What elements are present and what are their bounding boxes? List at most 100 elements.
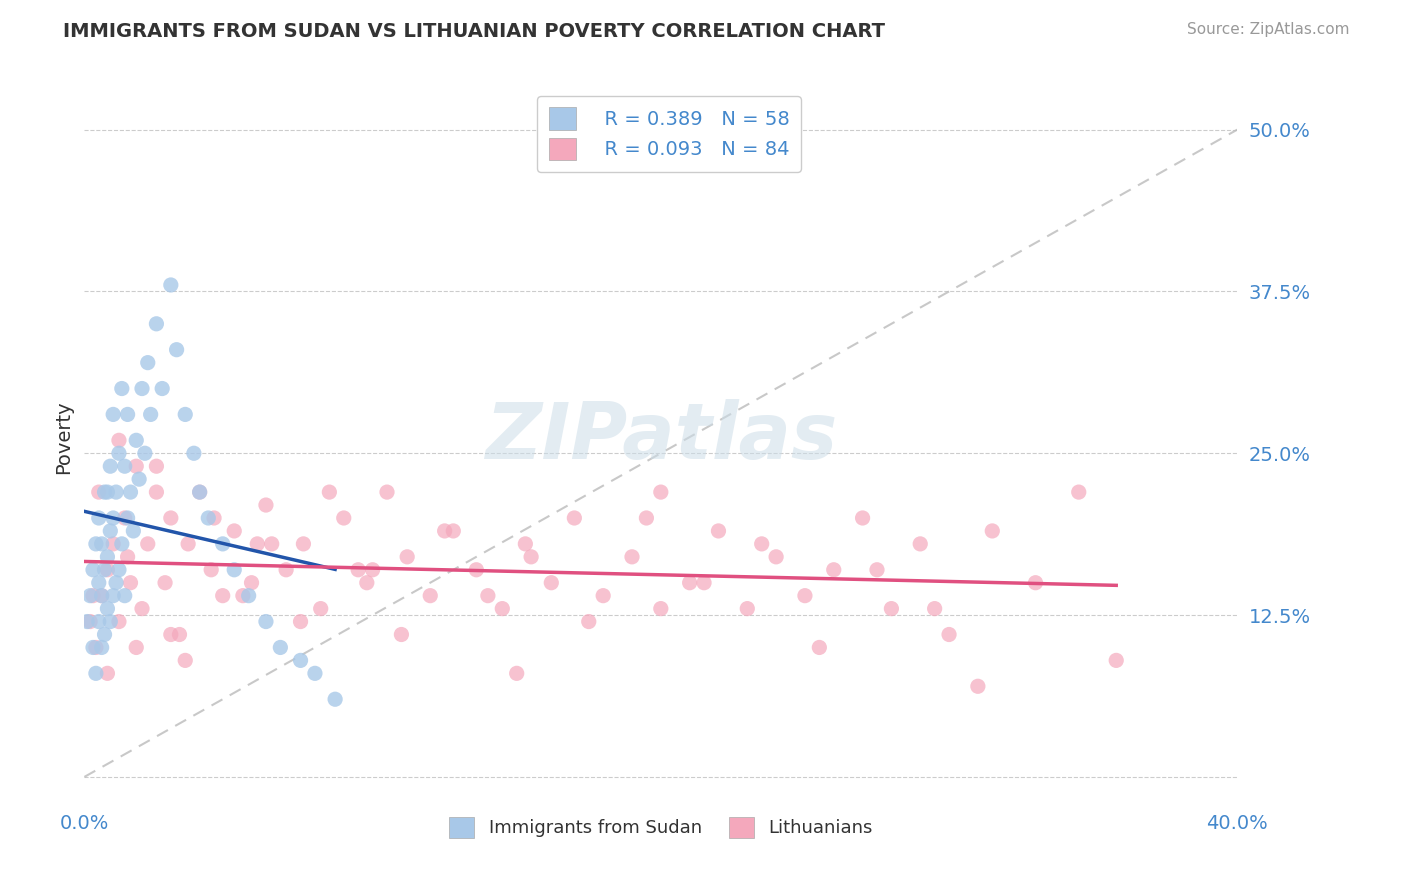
Point [679,575,702,590]
Point [276,563,298,577]
Point [246,537,269,551]
Point [98,459,121,474]
Point [87,615,110,629]
Point [105,575,128,590]
Legend: Immigrants from Sudan, Lithuanians: Immigrants from Sudan, Lithuanians [441,810,880,845]
Point [441,524,464,538]
Point [96,601,118,615]
Point [578,615,600,629]
Point [224,524,246,538]
Point [254,498,277,512]
Point [82,589,104,603]
Point [84,666,107,681]
Point [924,601,946,615]
Text: Source: ZipAtlas.com: Source: ZipAtlas.com [1187,22,1350,37]
Point [108,615,131,629]
Point [103,511,124,525]
Point [98,615,121,629]
Point [852,511,875,525]
Point [224,563,246,577]
Point [309,601,332,615]
Point [188,485,211,500]
Point [183,446,205,460]
Point [84,640,107,655]
Point [136,537,159,551]
Point [96,666,118,681]
Point [433,524,456,538]
Point [506,666,529,681]
Point [520,549,543,564]
Point [82,563,104,577]
Point [465,563,488,577]
Point [880,601,903,615]
Point [79,589,101,603]
Point [145,459,167,474]
Point [375,485,398,500]
Point [260,537,283,551]
Point [707,524,730,538]
Point [981,524,1004,538]
Point [136,356,159,370]
Point [120,575,142,590]
Point [938,627,960,641]
Point [98,524,121,538]
Point [169,627,191,641]
Point [128,472,150,486]
Point [515,537,537,551]
Point [419,589,441,603]
Point [174,408,197,422]
Point [1105,653,1128,667]
Point [96,563,118,577]
Point [477,589,499,603]
Point [174,653,197,667]
Point [967,679,990,693]
Point [111,382,134,396]
Point [145,485,167,500]
Point [391,627,413,641]
Point [202,511,225,525]
Point [117,549,139,564]
Point [636,511,658,525]
Point [122,524,145,538]
Point [96,549,118,564]
Point [564,511,586,525]
Point [1025,575,1047,590]
Point [361,563,384,577]
Point [211,589,233,603]
Point [323,692,346,706]
Point [650,485,672,500]
Point [76,615,98,629]
Point [150,382,173,396]
Text: ZIPatlas: ZIPatlas [485,399,837,475]
Point [693,575,716,590]
Point [304,666,326,681]
Point [197,511,219,525]
Point [356,575,378,590]
Point [114,459,136,474]
Point [131,382,153,396]
Point [866,563,889,577]
Point [333,511,356,525]
Point [90,537,112,551]
Point [318,485,340,500]
Point [87,485,110,500]
Point [84,537,107,551]
Point [540,575,562,590]
Point [82,640,104,655]
Point [910,537,932,551]
Point [292,537,315,551]
Point [1067,485,1090,500]
Point [160,511,183,525]
Point [290,615,312,629]
Point [125,640,148,655]
Point [103,589,124,603]
Point [108,434,131,448]
Point [160,277,183,292]
Point [90,640,112,655]
Point [188,485,211,500]
Point [120,485,142,500]
Point [96,485,118,500]
Point [808,640,831,655]
Point [737,601,759,615]
Point [108,446,131,460]
